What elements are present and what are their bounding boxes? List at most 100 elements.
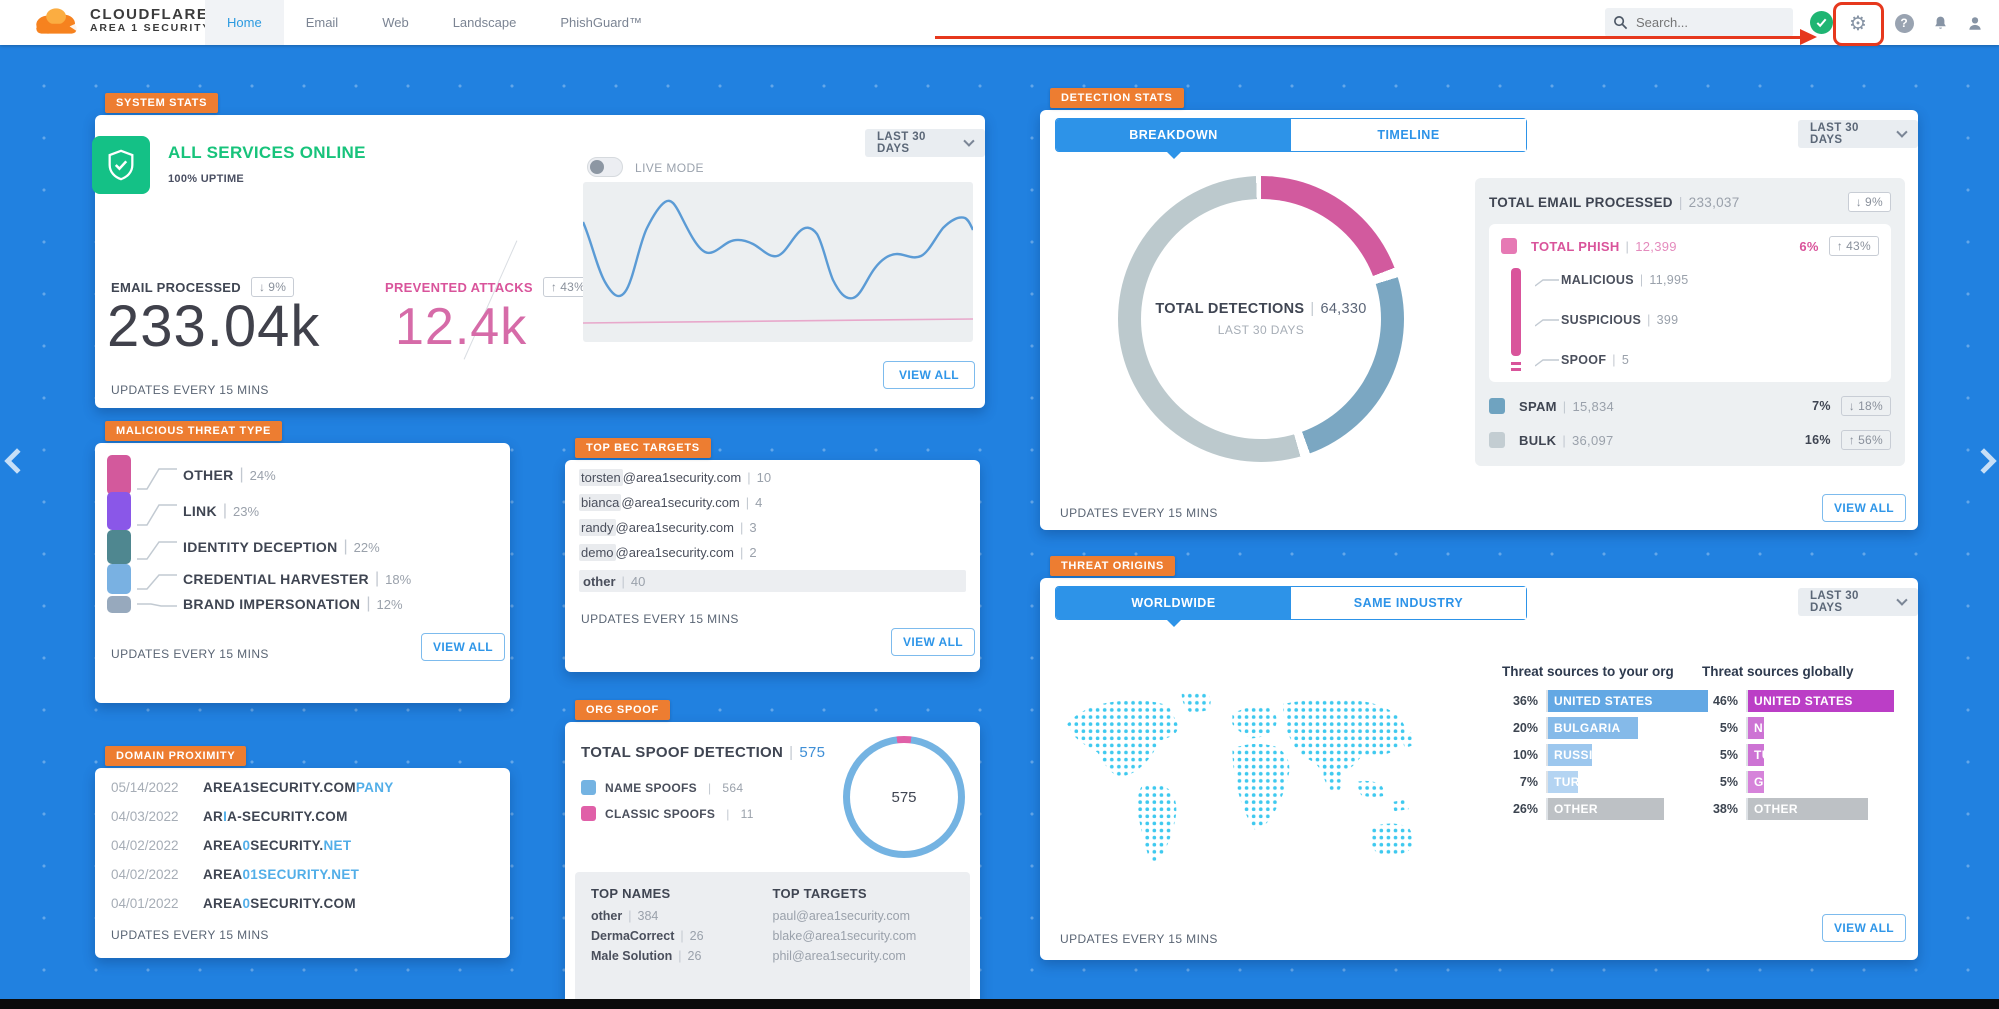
spoof-donut-value: 575 [891, 788, 917, 806]
chevron-right-icon[interactable] [1971, 448, 1997, 474]
bec-row[interactable]: randy@area1security.com 3 [579, 519, 757, 536]
spam-delta-badge: ↓ 18% [1840, 396, 1891, 416]
spoof-row: SPOOF5 [1535, 352, 1629, 368]
nav-item-phishguard[interactable]: PhishGuard™ [560, 15, 642, 30]
connector-line [1535, 279, 1559, 287]
threat-origins-tag: THREAT ORIGINS [1050, 556, 1176, 576]
arrow-down-icon: ↓ [1848, 399, 1856, 413]
bec-row[interactable]: demo@area1security.com 2 [579, 544, 757, 561]
tab-timeline[interactable]: TIMELINE [1291, 119, 1526, 151]
chevron-left-icon[interactable] [4, 448, 30, 474]
bec-row[interactable]: bianca@area1security.com 4 [579, 494, 762, 511]
org-sources-title: Threat sources to your org [1502, 664, 1674, 679]
prevented-attacks-label: PREVENTED ATTACKS ↑ 43% [385, 277, 594, 297]
swatch-spam [1489, 398, 1505, 414]
threat-origins-range-dropdown[interactable]: LAST 30 DAYS [1798, 588, 1918, 616]
detections-donut-chart: TOTAL DETECTIONS64,330 LAST 30 DAYS [1118, 176, 1404, 462]
domain-row[interactable]: 04/02/2022 AREA01SECURITY.NET [111, 867, 360, 882]
top-navbar: CLOUDFLARE AREA 1 SECURITY Home Email We… [0, 0, 1999, 46]
suspicious-row: SUSPICIOUS399 [1535, 312, 1678, 328]
threat-row-identity-deception: IDENTITY DECEPTION 22% [107, 529, 380, 565]
tab-same-industry[interactable]: SAME INDUSTRY [1291, 587, 1526, 619]
nav-item-landscape[interactable]: Landscape [452, 15, 517, 30]
domain-row[interactable]: 04/03/2022 ARIA-SECURITY.COM [111, 809, 348, 824]
detection-stats-tag: DETECTION STATS [1050, 88, 1184, 108]
system-stats-tag: SYSTEM STATS [105, 93, 219, 113]
world-dot-map [1067, 691, 1415, 861]
prevented-attacks-value: 12.4k [395, 298, 528, 356]
updates-text: UPDATES EVERY 15 MINS [111, 928, 269, 942]
total-email-row: TOTAL EMAIL PROCESSED233,037 ↓ 9% [1489, 192, 1891, 212]
domain-row[interactable]: 04/02/2022 AREA0SECURITY.NET [111, 838, 352, 853]
connector-line [1535, 319, 1559, 327]
org-spoof-card: ORG SPOOF TOTAL SPOOF DETECTION575 NAME … [565, 700, 980, 1009]
bec-row[interactable]: torsten@area1security.com 10 [579, 469, 771, 486]
updates-text: UPDATES EVERY 15 MINS [1060, 506, 1218, 520]
brand-area1: AREA 1 SECURITY [90, 22, 212, 35]
brand-logo[interactable]: CLOUDFLARE AREA 1 SECURITY [30, 4, 211, 38]
uptime-text: 100% UPTIME [168, 173, 245, 185]
active-tab-pointer [1165, 619, 1182, 627]
bulk-delta-badge: ↑ 56% [1840, 430, 1891, 450]
global-sources-bars: 46% UNITED STATES 5% NETHERLANDS 5% TURKEY … [1702, 690, 1894, 820]
nav-item-web[interactable]: Web [382, 15, 409, 30]
detection-stats-card: DETECTION STATS BREAKDOWN TIMELINE LAST … [1040, 88, 1918, 530]
domain-proximity-tag: DOMAIN PROXIMITY [105, 746, 247, 766]
protected-shield-icon[interactable] [1810, 11, 1833, 34]
search-icon [1614, 16, 1628, 30]
search-box[interactable] [1605, 8, 1793, 37]
swatch-brand-impersonation [107, 595, 131, 613]
bulk-row: BULK36,097 16% ↑ 56% [1489, 430, 1891, 450]
email-processed-delta-badge: ↓ 9% [250, 277, 295, 297]
connector-line [137, 603, 177, 607]
domain-row[interactable]: 04/01/2022 AREA0SECURITY.COM [111, 896, 356, 911]
active-tab-pointer [1165, 151, 1182, 159]
annotation-arrow-line [935, 36, 1803, 39]
tab-breakdown[interactable]: BREAKDOWN [1056, 119, 1291, 159]
user-profile-icon[interactable] [1963, 11, 1987, 35]
live-mode-toggle[interactable] [587, 157, 623, 177]
notifications-bell-icon[interactable] [1928, 11, 1952, 35]
system-range-dropdown[interactable]: LAST 30 DAYS [865, 129, 985, 157]
nav-item-email[interactable]: Email [305, 15, 339, 30]
connector-line [137, 574, 177, 590]
phish-delta-badge: ↑ 43% [1828, 236, 1879, 256]
connector-line [137, 468, 177, 490]
detection-range-dropdown[interactable]: LAST 30 DAYS [1798, 120, 1918, 148]
detection-tabs: BREAKDOWN TIMELINE [1055, 118, 1527, 159]
threat-row-other: OTHER 24% [107, 455, 276, 495]
main-nav: Home Email Web Landscape PhishGuard™ [205, 0, 664, 45]
malicious-row: MALICIOUS11,995 [1535, 272, 1689, 288]
search-input[interactable] [1634, 14, 1774, 31]
donut-center-text: TOTAL DETECTIONS64,330 [1155, 301, 1366, 317]
detection-breakdown-panel: TOTAL EMAIL PROCESSED233,037 ↓ 9% TOTAL … [1475, 178, 1905, 466]
bar-row: 5% TURKEY [1702, 744, 1894, 766]
arrow-down-icon: ↓ [1855, 195, 1863, 209]
chevron-down-icon [1896, 126, 1908, 138]
bar-row: 10% RUSSIA [1502, 744, 1708, 766]
threat-origins-tabs: WORLDWIDE SAME INDUSTRY [1055, 586, 1527, 627]
top-name-row: Male Solution26 [591, 949, 773, 963]
threat-origins-view-all-button[interactable]: VIEW ALL [1822, 914, 1906, 942]
help-icon[interactable]: ? [1892, 11, 1916, 35]
phish-stack-bar [1511, 268, 1521, 356]
chevron-down-icon [963, 135, 975, 147]
phish-stack-tick [1511, 362, 1521, 365]
malicious-view-all-button[interactable]: VIEW ALL [421, 633, 505, 661]
top-target-row: paul@area1security.com [772, 909, 911, 923]
domain-row[interactable]: 05/14/2022 AREA1SECURITY.COMPANY [111, 780, 394, 795]
connector-line [137, 541, 177, 560]
brand-cloudflare: CLOUDFLARE [90, 5, 209, 23]
threat-row-brand-impersonation: BRAND IMPERSONATION 12% [107, 595, 403, 613]
bec-view-all-button[interactable]: VIEW ALL [891, 628, 975, 656]
arrow-up-icon: ↑ [550, 280, 558, 294]
updates-text: UPDATES EVERY 15 MINS [1060, 932, 1218, 946]
settings-gear-icon[interactable]: ⚙ [1849, 12, 1867, 35]
bec-row-other[interactable]: other 40 [579, 570, 966, 592]
nav-item-home[interactable]: Home [205, 0, 284, 45]
system-view-all-button[interactable]: VIEW ALL [883, 361, 975, 389]
detection-view-all-button[interactable]: VIEW ALL [1822, 494, 1906, 522]
phish-percent: 6% [1799, 238, 1819, 254]
tab-worldwide[interactable]: WORLDWIDE [1056, 587, 1291, 627]
org-sources-bars: 36% UNITED STATES 20% BULGARIA 10% RUSSIA 7… [1502, 690, 1708, 820]
